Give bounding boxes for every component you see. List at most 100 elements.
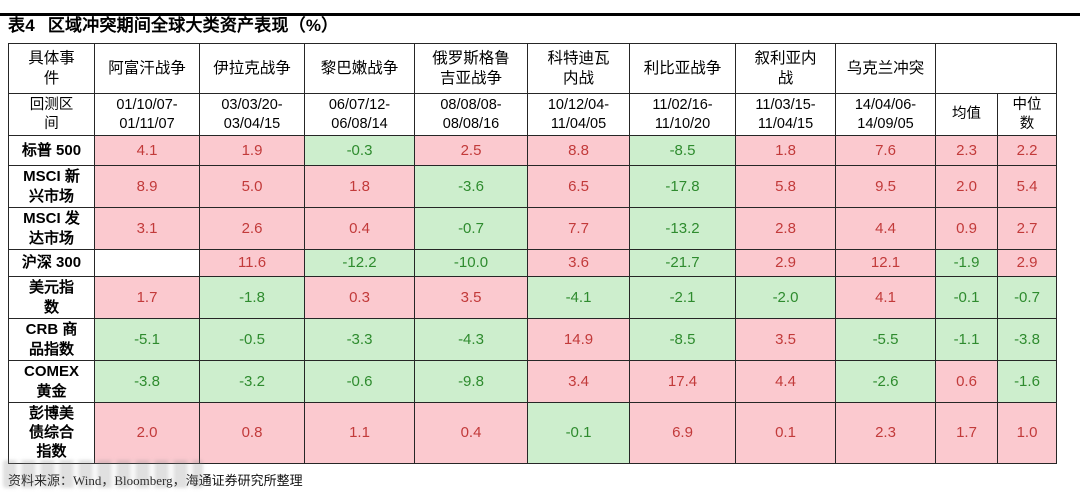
event-header: 黎巴嫩战争: [304, 43, 415, 94]
value-cell: -17.8: [629, 165, 736, 208]
value-cell: -12.2: [304, 249, 415, 277]
value-cell: 1.1: [304, 402, 415, 464]
event-header: 科特迪瓦 内战: [527, 43, 630, 94]
value-cell: -3.8: [94, 360, 200, 403]
corner-header-event: 具体事 件: [8, 43, 95, 94]
value-cell: -0.5: [199, 318, 305, 361]
value-cell: 1.8: [304, 165, 415, 208]
value-cell: 3.6: [527, 249, 630, 277]
value-cell: 1.7: [94, 276, 200, 319]
value-cell: 6.9: [629, 402, 736, 464]
row-label: CRB 商 品指数: [8, 318, 95, 361]
value-cell: 4.4: [835, 207, 936, 250]
value-cell: 1.8: [735, 135, 836, 166]
median-cell: -3.8: [997, 318, 1057, 361]
row-label: 美元指 数: [8, 276, 95, 319]
value-cell: 8.8: [527, 135, 630, 166]
value-cell: -0.6: [304, 360, 415, 403]
value-cell: -5.1: [94, 318, 200, 361]
table-body: 标普 500 4.1 1.9 -0.3 2.5 8.8 -8.5 1.8 7.6 2.3 2.2 MS…: [8, 135, 1057, 464]
value-cell: 11.6: [199, 249, 305, 277]
value-cell: 4.1: [835, 276, 936, 319]
row-label: 沪深 300: [8, 249, 95, 277]
value-cell: 2.8: [735, 207, 836, 250]
median-header: 中位 数: [997, 93, 1057, 136]
mean-cell: 2.0: [935, 165, 998, 208]
period-header: 01/10/07- 01/11/07: [94, 93, 200, 136]
mean-cell: -1.1: [935, 318, 998, 361]
table-row: CRB 商 品指数 -5.1 -0.5 -3.3 -4.3 14.9 -8.5 3.5 -5.5…: [8, 318, 1057, 361]
top-rule: [0, 13, 1080, 16]
event-header: 利比亚战争: [629, 43, 736, 94]
event-header: 阿富汗战争: [94, 43, 200, 94]
median-cell: -0.7: [997, 276, 1057, 319]
value-cell: -9.8: [414, 360, 528, 403]
value-cell: 7.6: [835, 135, 936, 166]
value-cell: 12.1: [835, 249, 936, 277]
period-header: 14/04/06- 14/09/05: [835, 93, 936, 136]
period-header: 03/03/20- 03/04/15: [199, 93, 305, 136]
event-header: 伊拉克战争: [199, 43, 305, 94]
row-label: 彭博美 债综合 指数: [8, 402, 95, 464]
value-cell: -1.8: [199, 276, 305, 319]
value-cell: -3.6: [414, 165, 528, 208]
value-cell: -0.1: [527, 402, 630, 464]
table-row: 彭博美 债综合 指数 2.0 0.8 1.1 0.4 -0.1 6.9 0.1 2.3 1.7 1.…: [8, 402, 1057, 464]
table-row: 沪深 300 11.6 -12.2 -10.0 3.6 -21.7 2.9 12.1 -1.9 2…: [8, 249, 1057, 277]
table-number: 表4: [8, 16, 35, 35]
mean-cell: -0.1: [935, 276, 998, 319]
value-cell: 1.9: [199, 135, 305, 166]
value-cell: 17.4: [629, 360, 736, 403]
median-cell: 2.2: [997, 135, 1057, 166]
blank-header: [935, 43, 1057, 94]
value-cell: 0.4: [414, 402, 528, 464]
value-cell: 5.8: [735, 165, 836, 208]
value-cell: 2.6: [199, 207, 305, 250]
event-header: 俄罗斯格鲁 吉亚战争: [414, 43, 528, 94]
value-cell: -3.3: [304, 318, 415, 361]
value-cell: 14.9: [527, 318, 630, 361]
value-cell: 2.0: [94, 402, 200, 464]
period-header: 11/03/15- 11/04/15: [735, 93, 836, 136]
value-cell: -2.1: [629, 276, 736, 319]
value-cell: -4.1: [527, 276, 630, 319]
asset-performance-table: 具体事 件阿富汗战争 伊拉克战争 黎巴嫩战争 俄罗斯格鲁 吉亚战争 科特迪瓦 内战 利比亚…: [8, 43, 1057, 464]
table-row: MSCI 发 达市场 3.1 2.6 0.4 -0.7 7.7 -13.2 2.8 4.4 0.9…: [8, 207, 1057, 250]
period-header: 06/07/12- 06/08/14: [304, 93, 415, 136]
value-cell: 7.7: [527, 207, 630, 250]
value-cell: -8.5: [629, 135, 736, 166]
period-header: 11/02/16- 11/10/20: [629, 93, 736, 136]
value-cell: -0.3: [304, 135, 415, 166]
value-cell: 2.3: [835, 402, 936, 464]
value-cell: 0.4: [304, 207, 415, 250]
table-row: 标普 500 4.1 1.9 -0.3 2.5 8.8 -8.5 1.8 7.6 2.3 2.2: [8, 135, 1057, 166]
value-cell: 0.1: [735, 402, 836, 464]
median-cell: -1.6: [997, 360, 1057, 403]
value-cell: -0.7: [414, 207, 528, 250]
median-cell: 5.4: [997, 165, 1057, 208]
value-cell: 8.9: [94, 165, 200, 208]
value-cell: 2.9: [735, 249, 836, 277]
value-cell: -3.2: [199, 360, 305, 403]
table-row: 美元指 数 1.7 -1.8 0.3 3.5 -4.1 -2.1 -2.0 4.1 -0.1 -0.…: [8, 276, 1057, 319]
value-cell: 0.3: [304, 276, 415, 319]
value-cell: -2.0: [735, 276, 836, 319]
table-header: 具体事 件阿富汗战争 伊拉克战争 黎巴嫩战争 俄罗斯格鲁 吉亚战争 科特迪瓦 内战 利比亚…: [8, 43, 1057, 136]
value-cell: -8.5: [629, 318, 736, 361]
value-cell: [94, 249, 200, 277]
period-header: 10/12/04- 11/04/05: [527, 93, 630, 136]
value-cell: 0.8: [199, 402, 305, 464]
median-cell: 2.7: [997, 207, 1057, 250]
event-header: 叙利亚内 战: [735, 43, 836, 94]
row-label: 标普 500: [8, 135, 95, 166]
event-header: 乌克兰冲突: [835, 43, 936, 94]
table-title: 表4 区域冲突期间全球大类资产表现（%）: [8, 11, 1080, 36]
mean-cell: -1.9: [935, 249, 998, 277]
value-cell: 3.1: [94, 207, 200, 250]
value-cell: 3.5: [735, 318, 836, 361]
value-cell: 4.4: [735, 360, 836, 403]
table-row: MSCI 新 兴市场 8.9 5.0 1.8 -3.6 6.5 -17.8 5.8 9.5 2.0…: [8, 165, 1057, 208]
mean-cell: 2.3: [935, 135, 998, 166]
value-cell: -21.7: [629, 249, 736, 277]
mean-cell: 0.6: [935, 360, 998, 403]
